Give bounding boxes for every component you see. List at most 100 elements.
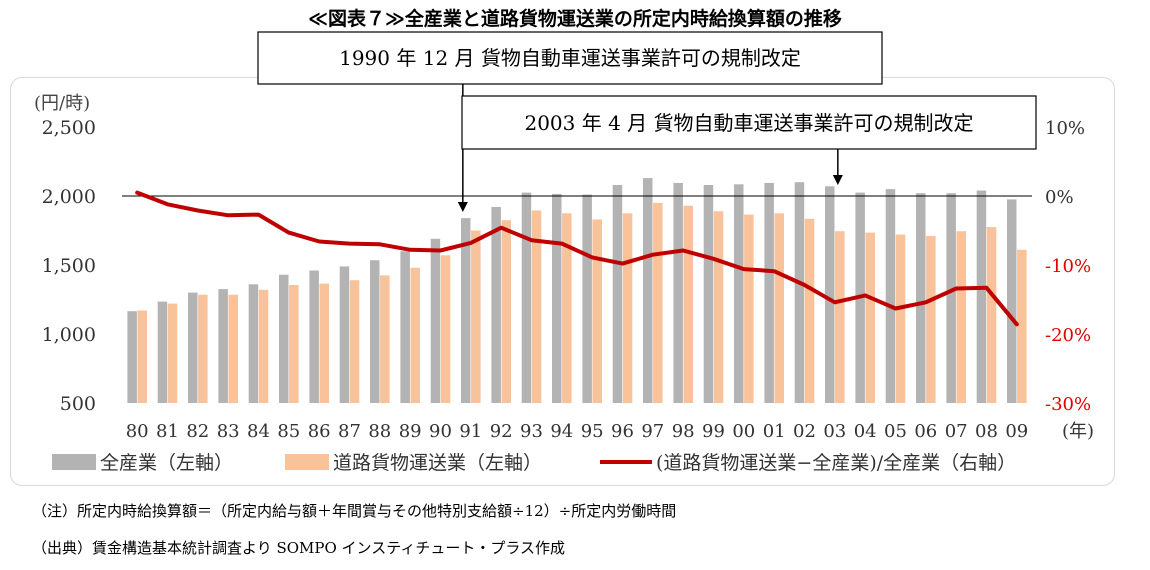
bar-all-industries xyxy=(764,182,774,403)
right-axis-tick-label: -20% xyxy=(1045,325,1091,346)
bar-road-freight xyxy=(501,220,511,403)
right-axis-tick-label: 10% xyxy=(1045,118,1085,139)
bar-road-freight xyxy=(531,210,542,403)
x-axis-tick-label: 98 xyxy=(672,421,695,442)
annotation-text: 1990 年 12 月 貨物自動車運送事業許可の規制改定 xyxy=(339,46,801,70)
bar-all-industries xyxy=(673,182,683,403)
bar-all-industries xyxy=(309,270,319,403)
bar-all-industries xyxy=(430,238,441,403)
bar-all-industries xyxy=(521,192,532,403)
bar-road-freight xyxy=(835,231,845,403)
bar-road-freight xyxy=(289,285,299,403)
legend-swatch-all-industries xyxy=(52,454,96,470)
bar-road-freight xyxy=(349,280,360,403)
bar-road-freight xyxy=(744,214,754,403)
left-axis-tick-label: 1,500 xyxy=(42,255,96,277)
bar-all-industries xyxy=(461,218,471,403)
x-axis-tick-label: 08 xyxy=(975,421,998,442)
legend-swatch-road-freight xyxy=(285,454,329,470)
bar-all-industries xyxy=(188,292,198,403)
x-axis-tick-label: 03 xyxy=(823,421,846,442)
legend-label-all-industries: 全産業（左軸） xyxy=(100,452,233,474)
bar-all-industries xyxy=(552,193,562,403)
bar-all-industries xyxy=(400,251,410,403)
right-axis-tick-label: 0% xyxy=(1045,187,1074,208)
x-axis-tick-label: 92 xyxy=(490,421,513,442)
bar-all-industries xyxy=(885,189,896,403)
x-axis-tick-label: 99 xyxy=(702,421,725,442)
formula-note: （注）所定内時給換算額＝（所定内給与額＋年間賞与その他特別支給額÷12）÷所定内… xyxy=(32,502,677,520)
x-axis-tick-label: 84 xyxy=(247,421,270,442)
line-ratio xyxy=(135,190,1019,327)
bar-road-freight xyxy=(319,283,329,403)
x-axis-tick-label: 04 xyxy=(854,421,877,442)
x-axis-tick-label: 01 xyxy=(763,421,786,442)
bar-road-freight xyxy=(865,232,875,403)
right-axis-tick-label: -10% xyxy=(1045,256,1091,277)
bar-road-freight xyxy=(258,289,269,403)
annotation-box xyxy=(257,31,883,85)
x-axis-tick-label: 81 xyxy=(156,421,179,442)
bar-all-industries xyxy=(1007,199,1017,403)
bar-road-freight xyxy=(440,255,451,403)
x-axis-tick-label: 97 xyxy=(641,421,664,442)
annotation-arrow-head xyxy=(457,202,468,212)
x-axis-tick-label: 95 xyxy=(581,421,604,442)
bar-road-freight xyxy=(683,205,693,403)
bar-road-freight xyxy=(562,213,572,404)
x-axis-tick-label: 86 xyxy=(308,421,331,442)
bar-all-industries xyxy=(127,311,137,403)
bar-road-freight xyxy=(592,219,602,403)
x-axis-tick-label: 02 xyxy=(793,421,816,442)
bar-all-industries xyxy=(643,178,653,403)
bar-road-freight xyxy=(986,227,997,403)
bar-road-freight xyxy=(804,218,815,403)
bar-all-industries xyxy=(794,182,805,403)
annotation-box xyxy=(461,95,1037,150)
x-axis-unit: (年) xyxy=(1062,421,1094,442)
chart-plot: 500 1,000 1,500 2,000 2,500 (円/時) -30% -20% -10%… xyxy=(34,31,1094,474)
x-axis-tick-label: 82 xyxy=(186,421,209,442)
x-axis-tick-label: 96 xyxy=(611,421,634,442)
x-axis-tick-label: 89 xyxy=(399,421,422,442)
x-axis-tick-label: 85 xyxy=(277,421,300,442)
bar-all-industries xyxy=(916,193,926,403)
chart-title: ≪図表７≫全産業と道路貨物運送業の所定内時給換算額の推移 xyxy=(308,8,842,30)
legend-label-road-freight: 道路貨物運送業（左軸） xyxy=(333,452,542,474)
bar-all-industries xyxy=(612,185,623,403)
left-axis-unit: (円/時) xyxy=(34,93,90,114)
legend-label-ratio-line: (道路貨物運送業−全産業)/全産業（右軸） xyxy=(656,452,1016,474)
bar-all-industries xyxy=(157,301,168,403)
x-axis-tick-label: 09 xyxy=(1005,421,1028,442)
bar-road-freight xyxy=(713,211,724,403)
bar-road-freight xyxy=(410,267,420,403)
bar-road-freight xyxy=(622,213,633,404)
bar-road-freight xyxy=(380,275,390,403)
source-note: （出典）賃金構造基本統計調査より SOMPO インスティチュート・プラス作成 xyxy=(32,539,566,557)
bar-all-industries xyxy=(491,207,501,403)
bar-road-freight xyxy=(956,231,966,403)
x-axis-tick-label: 06 xyxy=(914,421,937,442)
bar-all-industries xyxy=(582,194,592,403)
x-axis-tick-label: 05 xyxy=(884,421,907,442)
x-axis-tick-label: 94 xyxy=(550,421,573,442)
bar-all-industries xyxy=(946,193,956,403)
x-axis-tick-label: 87 xyxy=(338,421,361,442)
bar-road-freight xyxy=(198,294,208,403)
x-axis-tick-label: 80 xyxy=(126,421,149,442)
bar-road-freight xyxy=(895,234,906,403)
annotation-text: 2003 年 4 月 貨物自動車運送事業許可の規制改定 xyxy=(524,111,973,135)
bar-road-freight xyxy=(653,202,663,403)
bar-all-industries xyxy=(825,186,835,403)
left-axis-tick-label: 2,000 xyxy=(42,186,96,208)
bar-all-industries xyxy=(218,289,228,403)
left-axis-tick-label: 1,000 xyxy=(42,324,96,346)
x-axis-tick-label: 00 xyxy=(732,421,755,442)
x-axis-tick-label: 91 xyxy=(459,421,482,442)
bar-all-industries xyxy=(248,284,259,403)
left-axis-tick-label: 500 xyxy=(60,393,96,415)
bar-road-freight xyxy=(471,230,481,403)
x-axis-tick-label: 88 xyxy=(368,421,391,442)
bar-road-freight xyxy=(774,213,784,404)
left-axis-tick-label: 2,500 xyxy=(42,117,96,139)
